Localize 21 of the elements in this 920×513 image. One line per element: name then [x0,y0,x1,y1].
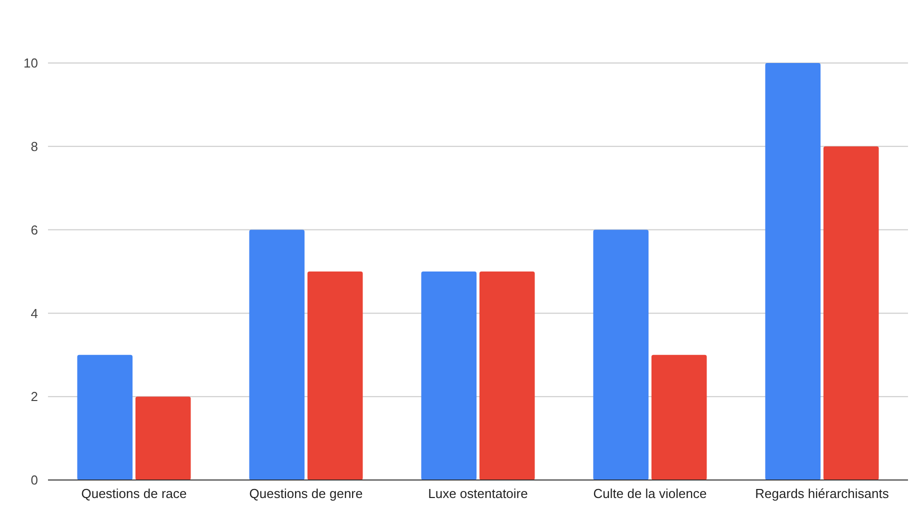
x-tick-label: Questions de race [81,486,187,501]
bar [77,354,133,480]
bar [823,146,879,480]
bar [651,354,707,480]
bar [249,230,305,480]
bar [593,230,649,480]
y-tick-label: 8 [30,138,38,154]
y-tick-label: 6 [30,222,38,238]
y-tick-label: 2 [30,389,38,404]
y-tick-label: 4 [30,306,38,321]
x-tick-label: Culte de la violence [593,486,707,501]
x-tick-label: Questions de genre [249,486,363,501]
x-tick-label: Regards hiérarchisants [755,486,890,501]
y-tick-label: 0 [30,472,38,488]
bar [765,63,821,480]
bar [307,272,363,480]
x-tick-label: Luxe ostentatoire [428,486,528,501]
bar [479,272,535,480]
bar [135,396,191,480]
y-tick-label: 10 [24,56,38,71]
bar [421,272,477,480]
